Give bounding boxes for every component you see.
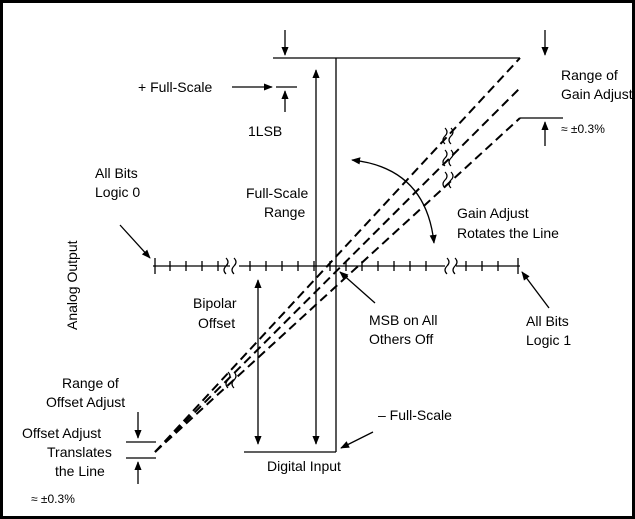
all-bits-1-label-2: Logic 1 [526, 332, 571, 348]
all-bits-0-label-2: Logic 0 [95, 184, 140, 200]
gain-range-label-2: Gain Adjust [561, 86, 633, 102]
msb-label-1: MSB on All [369, 312, 437, 328]
gain-rotate-arrow [351, 157, 437, 244]
all-bits-0-arrow [119, 224, 151, 259]
transfer-line-top [154, 57, 521, 453]
fsr-label-2: Range [264, 204, 305, 220]
all-bits-1-label-1: All Bits [526, 313, 569, 329]
full-scale-plus-label: + Full-Scale [138, 79, 213, 95]
full-scale-minus-label: – Full-Scale [378, 407, 452, 423]
msb-label-2: Others Off [369, 331, 433, 347]
offset-range-pct: ≈ ±0.3% [31, 492, 75, 506]
offset-adjust-label-1: Offset Adjust [22, 425, 101, 441]
msb-arrow [339, 271, 376, 304]
full-scale-minus-arrow [340, 431, 374, 449]
transfer-line-bottom [154, 117, 521, 453]
one-lsb-label: 1LSB [248, 123, 282, 139]
offset-range-label-2: Offset Adjust [46, 394, 125, 410]
bipolar-offset-label-2: Offset [198, 315, 235, 331]
all-bits-1-arrow [521, 271, 550, 309]
analog-output-label: Analog Output [64, 240, 80, 330]
gain-range-pct: ≈ ±0.3% [561, 122, 605, 136]
offset-range-label-1: Range of [62, 375, 119, 391]
digital-axis [153, 257, 520, 275]
digital-input-label: Digital Input [267, 458, 341, 474]
fsr-label-1: Full-Scale [246, 185, 308, 201]
line-breaks [225, 127, 454, 389]
gain-adjust-label-1: Gain Adjust [457, 205, 529, 221]
offset-adjust-label-2: Translates [47, 444, 112, 460]
transfer-lines [154, 57, 521, 453]
gain-range-label-1: Range of [561, 67, 618, 83]
bipolar-offset-label-1: Bipolar [193, 295, 237, 311]
all-bits-0-label-1: All Bits [95, 165, 138, 181]
gain-adjust-label-2: Rotates the Line [457, 225, 559, 241]
offset-adjust-label-3: the Line [55, 463, 105, 479]
transfer-line-mid [154, 87, 521, 453]
arrows [119, 30, 550, 484]
labels: + Full-Scale 1LSB Range of Gain Adjust ≈… [22, 67, 633, 506]
